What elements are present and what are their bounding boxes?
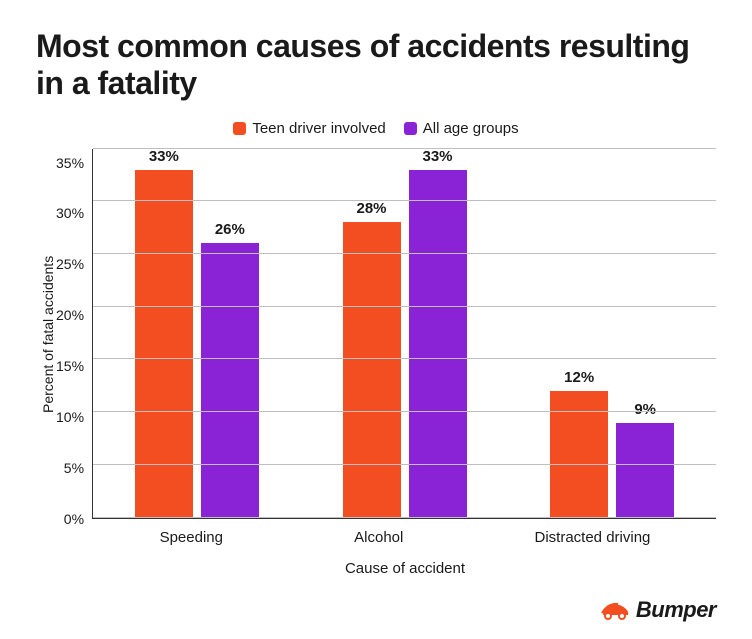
y-axis-ticks: 35%30%25%20%15%10%5%0%: [56, 149, 92, 519]
bar-groups: 33%26%28%33%12%9%: [93, 149, 716, 518]
brand-logo: Bumper: [600, 597, 716, 623]
y-tick: 10%: [56, 410, 84, 424]
gridline: [93, 253, 716, 254]
bar-value-label: 33%: [149, 148, 179, 165]
gridline: [93, 200, 716, 201]
y-tick: 5%: [64, 461, 84, 475]
gridline: [93, 517, 716, 518]
bar-group: 28%33%: [343, 149, 467, 518]
brand-name: Bumper: [636, 597, 716, 623]
y-tick: 30%: [56, 206, 84, 220]
x-axis-label: Cause of accident: [94, 560, 716, 577]
bar: 28%: [343, 222, 401, 517]
car-icon: [600, 599, 630, 621]
bar-group: 12%9%: [550, 149, 674, 518]
y-tick: 25%: [56, 257, 84, 271]
bar-value-label: 26%: [215, 221, 245, 238]
legend-item-all: All age groups: [404, 120, 519, 137]
y-tick: 0%: [64, 512, 84, 526]
bar: 33%: [135, 170, 193, 518]
chart-area: Percent of fatal accidents 35% 30% 25% 20% 1…: [36, 149, 716, 519]
y-tick: 35%: [56, 156, 84, 170]
legend-swatch-teen: [233, 122, 246, 135]
gridline: [93, 411, 716, 412]
y-tick: 15%: [56, 359, 84, 373]
plot-area: 33%26%28%33%12%9%: [92, 149, 716, 519]
bar-value-label: 12%: [564, 369, 594, 386]
legend-swatch-all: [404, 122, 417, 135]
legend-label-all: All age groups: [423, 120, 519, 137]
legend: Teen driver involved All age groups: [36, 120, 716, 137]
bar: 9%: [616, 423, 674, 518]
y-tick: 20%: [56, 308, 84, 322]
legend-item-teen: Teen driver involved: [233, 120, 385, 137]
gridline: [93, 148, 716, 149]
bar: 33%: [409, 170, 467, 518]
x-axis-ticks: Speeding Alcohol Distracted driving: [94, 519, 716, 546]
x-tick: Speeding: [160, 529, 223, 546]
y-axis-label: Percent of fatal accidents: [36, 149, 56, 519]
gridline: [93, 358, 716, 359]
gridline: [93, 306, 716, 307]
bar-value-label: 9%: [634, 401, 656, 418]
chart-title: Most common causes of accidents resultin…: [36, 28, 716, 102]
bar: 26%: [201, 243, 259, 517]
bar-group: 33%26%: [135, 149, 259, 518]
x-tick: Distracted driving: [535, 529, 651, 546]
legend-label-teen: Teen driver involved: [252, 120, 385, 137]
gridline: [93, 464, 716, 465]
bar: 12%: [550, 391, 608, 518]
x-tick: Alcohol: [354, 529, 403, 546]
bar-value-label: 33%: [423, 148, 453, 165]
bar-value-label: 28%: [357, 200, 387, 217]
